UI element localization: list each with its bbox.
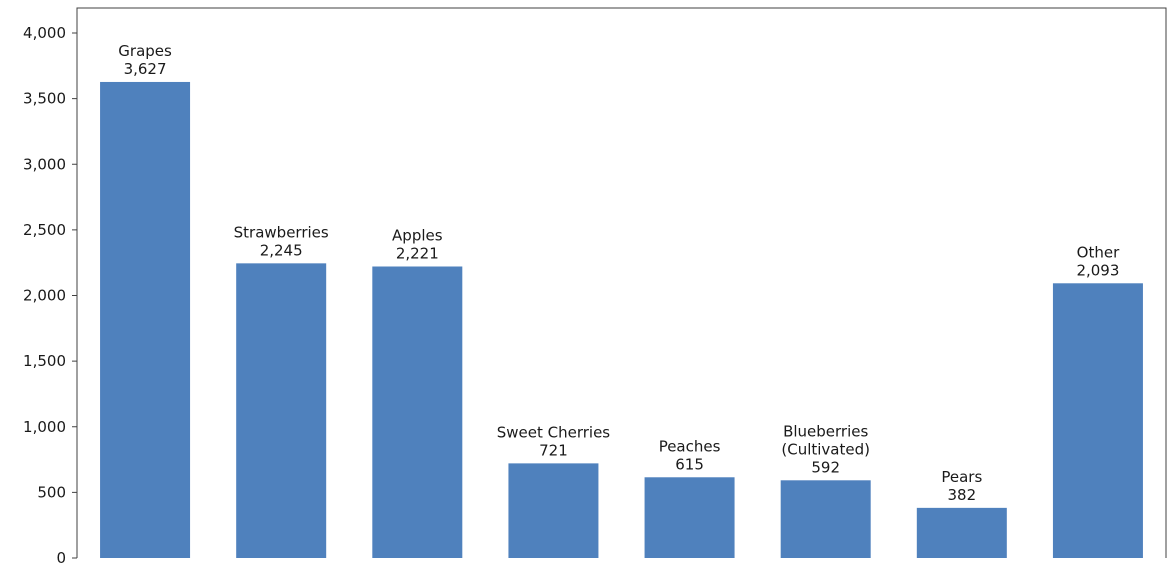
y-tick-label: 1,500 [23, 352, 66, 370]
bar [1052, 283, 1143, 558]
y-tick-label: 2,000 [23, 287, 66, 305]
bar-value-label: 382 [947, 486, 976, 504]
bar [236, 263, 327, 558]
bars [100, 81, 1143, 559]
y-tick-label: 500 [37, 483, 66, 501]
y-tick-label: 2,500 [23, 221, 66, 239]
bar-category-label: Sweet Cherries [497, 423, 611, 441]
bar-category-label: Other [1077, 243, 1120, 261]
bar [780, 480, 871, 558]
bar-category-label: Pears [941, 468, 982, 486]
bar-value-label: 592 [811, 458, 840, 476]
bar-value-label: 3,627 [124, 60, 167, 78]
y-tick-label: 3,500 [23, 90, 66, 108]
bar-category-label: Grapes [118, 42, 172, 60]
bar-category-label: (Cultivated) [781, 440, 870, 458]
y-tick-label: 0 [56, 549, 66, 567]
bar-value-label: 721 [539, 441, 568, 459]
bar-value-label: 2,093 [1076, 261, 1119, 279]
bar-value-label: 2,245 [260, 241, 303, 259]
bar-category-label: Peaches [659, 437, 721, 455]
y-tick-label: 3,000 [23, 155, 66, 173]
bar [644, 477, 735, 558]
bar [100, 81, 191, 559]
y-tick-label: 1,000 [23, 418, 66, 436]
bar-category-label: Apples [392, 226, 443, 244]
bar [916, 507, 1007, 558]
bar-category-label: Strawberries [234, 223, 329, 241]
bar-category-label: Blueberries [783, 422, 868, 440]
y-axis-ticks: 0 500 1,000 1,500 2,000 2,500 3,000 3,500 4,000 [23, 24, 77, 567]
bar [372, 266, 463, 558]
bar-value-label: 615 [675, 455, 704, 473]
plot-frame [76, 7, 1167, 558]
y-tick-label: 4,000 [23, 24, 66, 42]
bar [508, 463, 599, 558]
bar-value-label: 2,221 [396, 244, 439, 262]
